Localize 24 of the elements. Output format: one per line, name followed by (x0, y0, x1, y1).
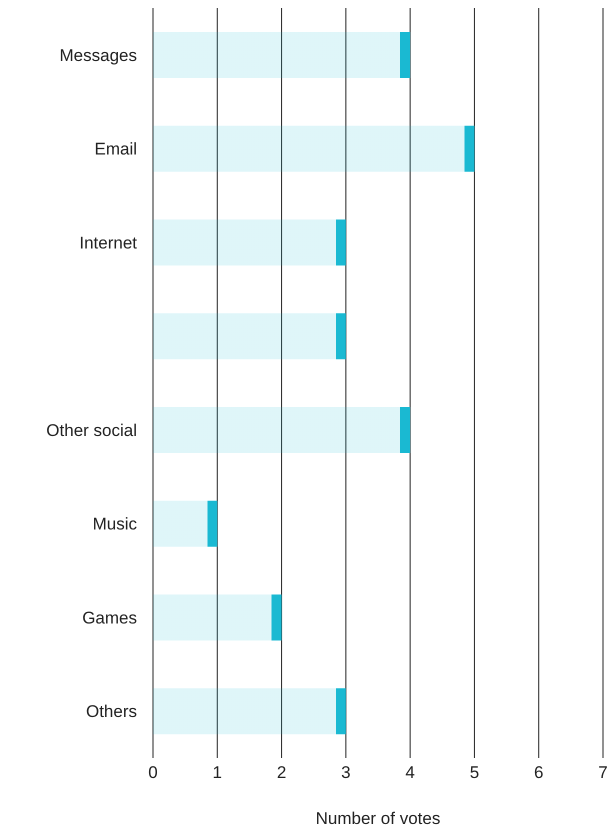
bar (153, 688, 346, 734)
bar (153, 594, 282, 640)
y-tick-label: Email (94, 140, 137, 159)
bar (153, 407, 410, 453)
y-tick-label: Messages (60, 46, 137, 65)
bar (153, 500, 218, 547)
y-tick-label: Others (86, 702, 137, 722)
y-tick-label: Music (92, 514, 138, 534)
x-tick-label: 7 (598, 763, 608, 782)
bar (153, 220, 346, 266)
x-tick-label: 4 (405, 763, 415, 782)
x-tick-label: 1 (212, 763, 222, 782)
bar (153, 32, 410, 78)
y-tick-label: Games (82, 608, 137, 628)
bar (153, 313, 346, 360)
x-tick-label: 0 (148, 763, 158, 782)
bar (153, 126, 474, 172)
y-tick-label: Internet (79, 233, 138, 252)
y-tick-label: Other social (46, 420, 137, 440)
x-axis-title: Number of votes (316, 809, 440, 828)
x-tick-label: 5 (470, 763, 480, 782)
x-tick-label: 6 (534, 763, 544, 782)
x-tick-label: 3 (341, 763, 351, 782)
x-tick-label: 2 (276, 763, 286, 782)
